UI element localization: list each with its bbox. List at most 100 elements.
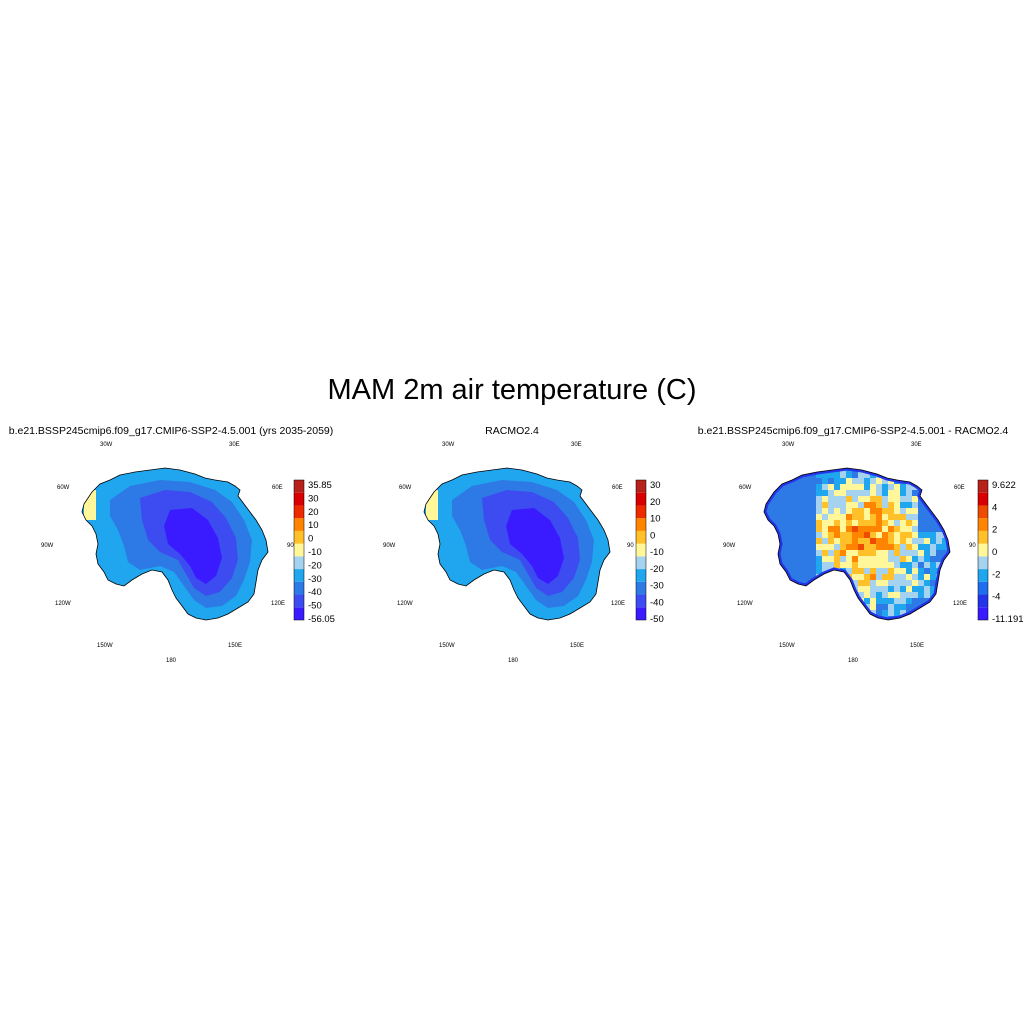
diff-cell <box>846 478 853 485</box>
diff-cell <box>834 556 841 563</box>
diff-cell <box>846 484 853 491</box>
colorbar-segment <box>294 518 304 531</box>
diff-cell <box>764 468 769 473</box>
colorbar-segment <box>636 480 646 493</box>
colorbar-label: 30 <box>650 480 661 491</box>
diff-cell <box>846 568 853 575</box>
diff-cell <box>798 478 805 485</box>
diff-cell <box>780 616 787 620</box>
diff-cell <box>822 544 829 551</box>
diff-cell <box>882 598 889 605</box>
diff-cell <box>912 592 919 599</box>
diff-cell <box>810 604 817 611</box>
diff-cell <box>798 544 805 551</box>
diff-cell <box>822 496 829 503</box>
diff-cell <box>924 568 931 575</box>
diff-cell <box>936 526 943 533</box>
diff-cell <box>924 478 931 485</box>
panel-title: b.e21.BSSP245cmip6.f09_g17.CMIP6-SSP2-4.… <box>697 425 1009 437</box>
diff-cell <box>852 580 859 587</box>
diff-cell <box>918 568 925 575</box>
diff-cell <box>828 586 835 593</box>
land-field <box>762 468 955 629</box>
diff-cell <box>888 484 895 491</box>
figure-title: MAM 2m air temperature (C) <box>327 374 697 406</box>
diff-cell <box>822 592 829 599</box>
diff-cell <box>792 604 799 611</box>
diff-cell <box>858 514 865 521</box>
diff-cell <box>822 550 829 557</box>
lon-label-60e: 60E <box>612 485 623 491</box>
diff-cell <box>900 610 907 617</box>
diff-cell <box>764 550 769 557</box>
diff-cell <box>774 496 781 503</box>
diff-cell <box>768 508 775 515</box>
diff-cell <box>828 544 835 551</box>
diff-cell <box>900 544 907 551</box>
diff-cell <box>810 544 817 551</box>
diff-cell <box>900 468 907 473</box>
diff-cell <box>912 544 919 551</box>
diff-cell <box>798 526 805 533</box>
diff-cell <box>762 622 769 629</box>
colorbar-segment <box>294 556 304 570</box>
diff-cell <box>810 574 817 581</box>
diff-cell <box>930 484 937 491</box>
diff-cell <box>840 598 847 605</box>
diff-cell <box>804 562 811 569</box>
diff-cell <box>792 490 799 497</box>
diff-cell <box>780 472 787 479</box>
diff-cell <box>882 502 889 509</box>
diff-cell <box>870 508 877 515</box>
colorbar-label: 10 <box>308 520 319 531</box>
diff-cell <box>930 616 937 620</box>
lon-label-150w: 150W <box>439 643 455 649</box>
diff-cell <box>924 562 931 569</box>
diff-cell <box>900 484 907 491</box>
diff-cell <box>834 520 841 527</box>
lon-label-90: 90 <box>969 543 976 549</box>
diff-cell <box>774 586 781 593</box>
lon-label-150w: 150W <box>779 643 795 649</box>
diff-cell <box>912 598 919 605</box>
diff-cell <box>846 544 853 551</box>
diff-cell <box>798 520 805 527</box>
diff-cell <box>912 574 919 581</box>
diff-cell <box>894 604 901 611</box>
colorbar-segment <box>636 518 646 531</box>
diff-cell <box>948 556 950 563</box>
lon-label-90: 90 <box>287 543 294 549</box>
map-svg: 30 20 10 0 -10 -20 -30 -40 -50 <box>423 467 664 625</box>
diff-cell <box>852 484 859 491</box>
diff-cell <box>912 604 919 611</box>
diff-cell <box>774 472 781 479</box>
diff-cell <box>864 568 871 575</box>
diff-cell <box>786 526 793 533</box>
diff-cell <box>764 490 769 497</box>
diff-cell <box>882 556 889 563</box>
diff-cell <box>846 562 853 569</box>
map-svg: 35.85 30 20 10 0 -10 -20 -30 -40 -50 -56.05 <box>81 467 335 625</box>
diff-cell <box>810 610 817 617</box>
diff-cell <box>858 490 865 497</box>
diff-cell <box>792 574 799 581</box>
diff-cell <box>858 574 865 581</box>
diff-cell <box>780 610 787 617</box>
diff-cell <box>792 526 799 533</box>
diff-cell <box>792 616 799 620</box>
diff-cell <box>918 616 925 620</box>
diff-cell <box>948 622 955 629</box>
diff-cell <box>846 610 853 617</box>
diff-cell <box>900 562 907 569</box>
colorbar-segment <box>636 543 646 557</box>
colorbar-label: 0 <box>308 534 313 545</box>
diff-cell <box>764 526 769 533</box>
diff-cell <box>930 574 937 581</box>
colorbar-label: -50 <box>308 601 322 612</box>
colorbar-label: -20 <box>650 564 664 575</box>
diff-cell <box>792 592 799 599</box>
diff-cell <box>804 598 811 605</box>
diff-cell <box>768 514 775 521</box>
diff-cell <box>780 586 787 593</box>
diff-cell <box>840 622 847 629</box>
